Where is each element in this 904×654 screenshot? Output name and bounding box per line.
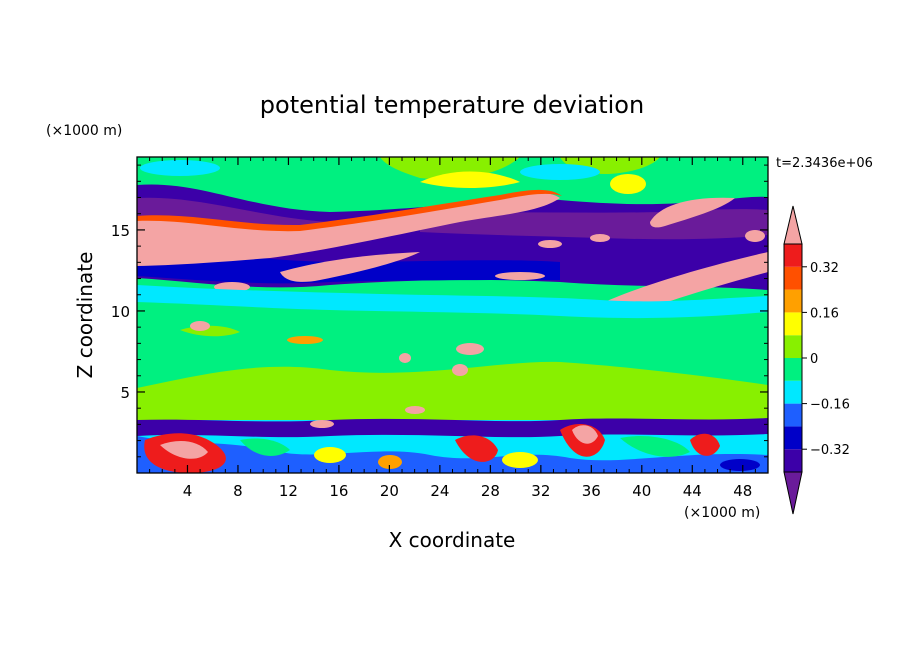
colorbar-extend-high: [783, 205, 803, 245]
colorbar-bin: [784, 244, 802, 267]
field-region-boundary-green: [620, 435, 690, 457]
colorbar-bin: [784, 403, 802, 427]
field-region-boundary-warm: [455, 435, 498, 462]
colorbar-bin: [784, 358, 802, 381]
field-region-top-yellow: [420, 171, 520, 188]
x-axis-label: X coordinate: [389, 528, 516, 552]
field-region-top-yellow: [610, 174, 646, 194]
y-tick-label: 10: [111, 303, 130, 321]
x-tick-label: 12: [279, 482, 298, 500]
x-tick-label: 44: [683, 482, 702, 500]
colorbar-tick-label: 0.32: [810, 261, 839, 276]
field-region-warm-band-edge: [137, 189, 562, 232]
field-region-warm-blob: [405, 406, 425, 414]
x-tick-label: 20: [380, 482, 399, 500]
field-region-warm-band: [650, 197, 735, 228]
y-unit-label: (×1000 m): [46, 123, 122, 139]
chart-title: potential temperature deviation: [260, 91, 644, 119]
colorbar-tick-label: 0.16: [810, 306, 839, 321]
field-region-boundary-blue: [137, 436, 768, 473]
y-tick-label: 5: [120, 384, 130, 402]
field-region-boundary-warm: [572, 425, 598, 444]
field-region-cyan-layer: [137, 285, 768, 319]
plot-area: [137, 157, 768, 473]
field-region-top-cyan: [520, 164, 600, 180]
field-region-warm-blob: [456, 343, 484, 355]
field-region-warm-blob: [538, 240, 562, 248]
x-tick-label: 40: [632, 482, 651, 500]
field-region-warm-blob: [287, 336, 323, 344]
field-region-boundary-yellow: [314, 447, 346, 463]
field-region-warm-blob: [495, 272, 545, 280]
x-tick-label: 32: [531, 482, 550, 500]
field-region-boundary-cold: [720, 459, 760, 471]
field-region-warm-blob: [590, 234, 610, 242]
colorbar-bin: [784, 289, 802, 313]
y-tick-label: 15: [111, 222, 130, 240]
x-tick-label: 4: [183, 482, 193, 500]
colorbar-tick-label: −0.32: [810, 443, 850, 458]
x-tick-label: 24: [430, 482, 449, 500]
field-region-boundary-orange: [378, 455, 402, 469]
x-tick-label: 16: [329, 482, 348, 500]
y-axis-label: Z coordinate: [73, 252, 97, 379]
field-region-warm-blob: [399, 353, 411, 363]
colorbar-bin: [784, 266, 802, 290]
colorbar-tick-label: 0: [810, 352, 818, 367]
field-region-boundary-warm: [310, 420, 334, 428]
x-tick-label: 28: [481, 482, 500, 500]
colorbar-bin: [784, 335, 802, 358]
field-region-warm-band: [137, 192, 560, 266]
colorbar-extend-low: [783, 471, 803, 515]
field-region-boundary-warm: [160, 440, 208, 459]
field-region-warm-blob: [190, 321, 210, 331]
y-axis: 5 10 15: [111, 164, 768, 458]
time-label: t=2.3436e+06: [776, 156, 873, 171]
field-region-warm-blob: [452, 364, 468, 376]
field-region-boundary-yellow: [502, 452, 538, 468]
field-region-warm-band: [598, 252, 768, 317]
field-region-boundary-warm: [690, 433, 720, 456]
field-region-boundary-cold: [137, 418, 768, 438]
colorbar-bin: [784, 312, 802, 336]
field-region-top-cyan: [140, 160, 220, 176]
colorbar-bin: [784, 426, 802, 450]
colorbar-bin: [784, 380, 802, 404]
colorbar-bin: [784, 449, 802, 472]
x-unit-label: (×1000 m): [684, 505, 760, 521]
field-region-warm-band: [280, 252, 420, 282]
field-region-mid-lightgreen: [137, 361, 768, 420]
field-region-boundary-green: [240, 438, 290, 456]
x-tick-label: 36: [582, 482, 601, 500]
field-region-mid-green: [137, 318, 768, 353]
x-tick-label: 48: [733, 482, 752, 500]
field-region-warm-blob: [745, 230, 765, 242]
x-axis: 4 8 12 16 20 24 28 32 36 40 44 48: [149, 157, 756, 500]
colorbar-tick-label: −0.16: [810, 398, 850, 413]
colorbar: 0.32 0.16 0 −0.16 −0.32: [783, 205, 850, 515]
x-tick-label: 8: [233, 482, 243, 500]
